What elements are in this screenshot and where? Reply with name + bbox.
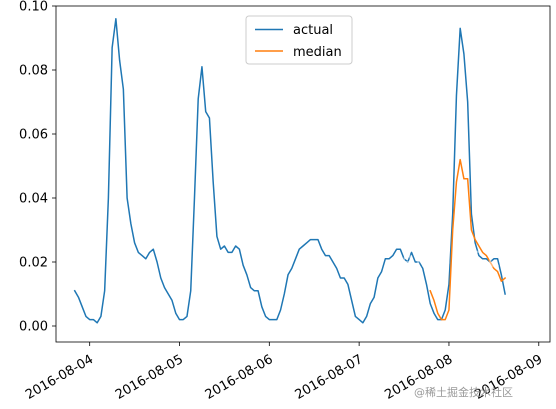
y-axis: 0.00 0.02 0.04 0.06 0.08 0.10 [19, 0, 56, 335]
y-tick-label: 0.06 [19, 128, 48, 143]
legend-label-median: median [293, 45, 342, 60]
series-line-actual [73, 18, 506, 324]
legend-label-actual: actual [293, 23, 333, 38]
legend: actual median [245, 15, 353, 65]
y-tick-label: 0.00 [19, 320, 48, 335]
plot-border [55, 5, 551, 343]
plot-frame [55, 5, 551, 343]
series-layer [73, 18, 507, 324]
y-tick-label: 0.08 [19, 64, 48, 79]
watermark-juejin: @稀土掘金技术社区 [414, 385, 513, 399]
y-tick-label: 0.02 [19, 256, 48, 271]
y-tick-label: 0.10 [19, 0, 48, 15]
series-line-median [429, 158, 507, 321]
y-tick-label: 0.04 [19, 192, 48, 207]
watermark-aixsns: AIXSNS.com [400, 248, 535, 273]
